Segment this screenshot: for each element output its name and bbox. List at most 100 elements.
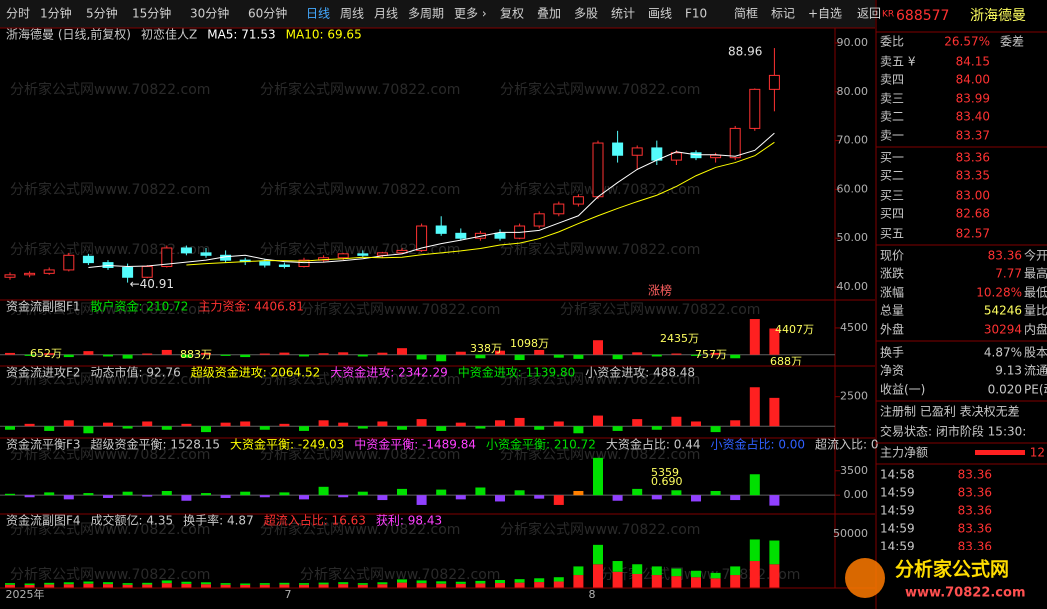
bar-segment [416, 580, 427, 584]
bar [24, 423, 35, 427]
bar-segment [612, 561, 623, 572]
price: 83.35 [956, 169, 990, 183]
note: 交易状态: 闭市阶段 15:30: [880, 424, 1026, 439]
bar [416, 419, 427, 427]
toolbar-tab[interactable]: 更多 › [454, 7, 487, 21]
watermark: 分析家公式网www.70822.com [300, 301, 500, 318]
value-label: 338万 [470, 342, 502, 355]
watermark: 分析家公式网www.70822.com [260, 446, 460, 463]
indicator-label: 获利: 98.43 [376, 514, 442, 528]
bar [553, 354, 564, 358]
toolbar-button[interactable]: 复权 [500, 7, 524, 21]
bar-segment [318, 582, 329, 585]
bar [279, 352, 290, 355]
tick-price: 83.36 [958, 486, 992, 500]
bar [455, 422, 466, 427]
bar [495, 350, 505, 355]
toolbar-tab[interactable]: 多周期 [408, 7, 444, 21]
bar-segment [749, 561, 760, 588]
x-tick-label: 7 [285, 588, 292, 601]
toolbar-tab[interactable]: 5分钟 [86, 6, 118, 21]
indicator-label: 小资金占比: 0.00 [710, 437, 805, 452]
bar [593, 340, 603, 355]
bar [534, 495, 545, 499]
toolbar-button[interactable]: F10 [685, 7, 707, 21]
bar-segment [259, 583, 270, 585]
watermark: 分析家公式网www.70822.com [500, 81, 700, 98]
toolbar-tab[interactable]: 1分钟 [40, 6, 72, 21]
tick-price: 83.36 [958, 468, 992, 482]
bar [397, 348, 407, 355]
y-tick-label: 50000 [833, 527, 868, 540]
tick-price: 83.36 [958, 504, 992, 518]
indicator-label: 中资金进攻: 1139.80 [458, 365, 575, 380]
candle-body [180, 247, 192, 254]
bar [377, 421, 388, 427]
toolbar-button[interactable]: 叠加 [537, 7, 561, 21]
watermark: 分析家公式网www.70822.com [10, 241, 210, 258]
bar-segment [63, 584, 74, 588]
bar [553, 421, 564, 427]
bar-segment [220, 584, 231, 588]
bar [240, 354, 251, 358]
bar-segment [83, 583, 94, 588]
bar [514, 417, 525, 427]
toolbar-button[interactable]: 多股 [574, 7, 598, 21]
bar [749, 319, 760, 355]
candle-body [729, 127, 741, 159]
toolbar-tab[interactable]: 15分钟 [132, 6, 171, 21]
stock-name: 浙海德曼 [970, 8, 1026, 24]
y-tick-label: 50.00 [837, 231, 869, 244]
candle-body [533, 213, 545, 227]
candle-body [4, 274, 16, 278]
bar [632, 488, 643, 496]
bar [5, 493, 15, 496]
toolbar-button[interactable]: 简框 [734, 7, 758, 21]
bar-segment [299, 584, 309, 588]
indicator-label: 超级资金进攻: 2064.52 [191, 365, 320, 380]
toolbar-tab[interactable]: 30分钟 [190, 6, 229, 21]
bar [5, 352, 15, 355]
toolbar-tab[interactable]: 分时 [6, 7, 30, 21]
bar-segment [201, 582, 211, 585]
bar [318, 486, 329, 496]
candle-body [141, 266, 153, 278]
bar-segment [475, 580, 486, 584]
indicator-label: 资金流进攻F2 [6, 365, 81, 380]
toolbar-button[interactable]: 统计 [611, 7, 635, 21]
bar [240, 491, 251, 496]
bar-segment [122, 583, 133, 585]
toolbar-tab[interactable]: 日线 [306, 7, 330, 21]
indicator-label: 资金流副图F1 [6, 299, 81, 314]
price: 82.68 [956, 207, 990, 221]
toolbar-tab[interactable]: 60分钟 [248, 6, 287, 21]
bar-segment [44, 584, 55, 588]
value: 26.57% [944, 35, 990, 49]
candle-body [122, 266, 134, 278]
toolbar-tab[interactable]: 周线 [340, 7, 364, 21]
bar-segment [769, 540, 780, 565]
watermark: 分析家公式网www.70822.com [10, 446, 210, 463]
toolbar-button[interactable]: 返回 [857, 7, 881, 21]
toolbar-button[interactable]: +自选 [808, 7, 842, 21]
bar [44, 426, 55, 431]
bar [142, 495, 153, 497]
toolbar-button[interactable]: 标记 [771, 7, 795, 21]
bar [63, 495, 74, 500]
price: 83.00 [956, 189, 990, 203]
toolbar-tab[interactable]: 月线 [374, 7, 398, 21]
bar-segment [220, 583, 231, 585]
bar [710, 490, 721, 496]
bar [338, 495, 349, 498]
label: 流通 [1024, 364, 1047, 378]
value: 30294 [984, 323, 1022, 337]
toolbar-button[interactable]: 画线 [648, 7, 672, 21]
indicator-label: 成交额亿: 4.35 [91, 513, 174, 528]
watermark: 分析家公式网www.70822.com [260, 181, 460, 198]
bar-segment [24, 584, 35, 588]
bar [573, 426, 584, 434]
bar [83, 426, 94, 434]
bar [201, 352, 211, 355]
indicator-label: 大资金平衡: -249.03 [230, 437, 344, 452]
value-label: 883万 [180, 348, 212, 361]
